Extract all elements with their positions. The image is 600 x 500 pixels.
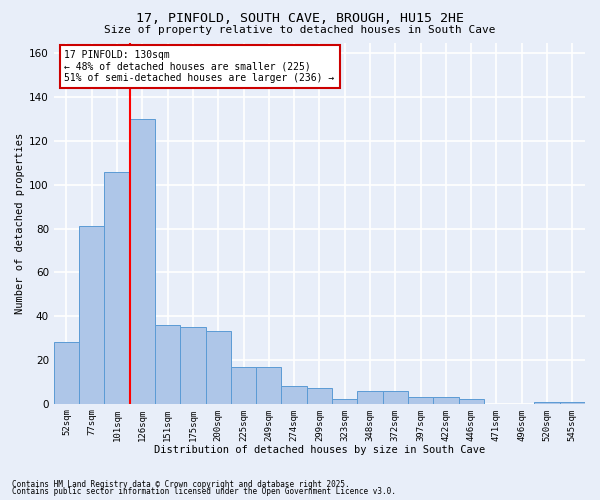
Text: Contains HM Land Registry data © Crown copyright and database right 2025.: Contains HM Land Registry data © Crown c… — [12, 480, 350, 489]
Bar — [54, 342, 79, 404]
Bar — [155, 325, 180, 404]
Text: Size of property relative to detached houses in South Cave: Size of property relative to detached ho… — [104, 25, 496, 35]
Text: 17 PINFOLD: 130sqm
← 48% of detached houses are smaller (225)
51% of semi-detach: 17 PINFOLD: 130sqm ← 48% of detached hou… — [64, 50, 335, 83]
Bar — [206, 332, 231, 404]
Text: 17, PINFOLD, SOUTH CAVE, BROUGH, HU15 2HE: 17, PINFOLD, SOUTH CAVE, BROUGH, HU15 2H… — [136, 12, 464, 26]
Bar — [358, 390, 383, 404]
Bar — [458, 400, 484, 404]
Bar — [130, 119, 155, 404]
Bar — [535, 402, 560, 404]
X-axis label: Distribution of detached houses by size in South Cave: Distribution of detached houses by size … — [154, 445, 485, 455]
Bar — [560, 402, 585, 404]
Bar — [332, 400, 358, 404]
Bar — [383, 390, 408, 404]
Bar — [307, 388, 332, 404]
Bar — [79, 226, 104, 404]
Bar — [256, 366, 281, 404]
Bar — [104, 172, 130, 404]
Bar — [231, 366, 256, 404]
Bar — [180, 327, 206, 404]
Y-axis label: Number of detached properties: Number of detached properties — [15, 132, 25, 314]
Bar — [433, 397, 458, 404]
Text: Contains public sector information licensed under the Open Government Licence v3: Contains public sector information licen… — [12, 487, 396, 496]
Bar — [281, 386, 307, 404]
Bar — [408, 397, 433, 404]
